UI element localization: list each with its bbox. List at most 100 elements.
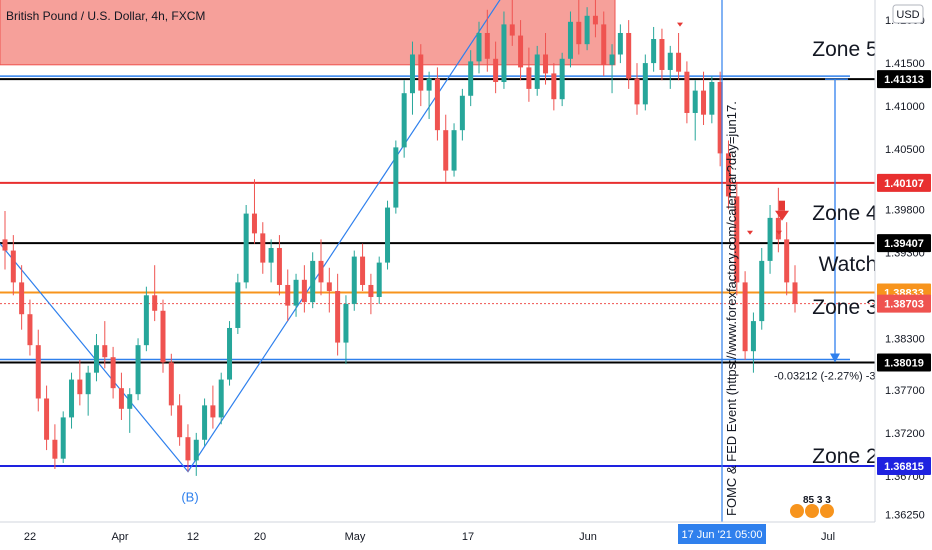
candle-body <box>19 282 25 315</box>
candle-body <box>567 21 573 59</box>
price-line-label-bg <box>877 294 931 313</box>
candle-body <box>459 95 465 131</box>
price-axis[interactable]: 1.362501.367001.372001.377001.383001.388… <box>874 0 932 522</box>
candle-body <box>750 321 756 352</box>
candle-body <box>343 303 349 343</box>
sell-signal-icon <box>677 22 683 27</box>
price-tick-label: 1.37200 <box>885 428 925 440</box>
wave-label: (B) <box>181 490 198 505</box>
measure-readout: -0.03212 (-2.27%) -32 <box>774 371 882 383</box>
candle-body <box>443 130 449 171</box>
candle-body <box>251 213 257 234</box>
candle-body <box>617 32 623 55</box>
price-tick-label: 1.41000 <box>885 101 925 113</box>
candle-body <box>60 417 66 459</box>
time-axis-ticks: 22 Apr 12 20 May 17 Jun Jul <box>24 531 835 543</box>
candle-body <box>534 54 540 89</box>
candle-body <box>268 247 274 263</box>
candle-body <box>692 90 698 113</box>
price-line-label: 1.41313 <box>884 74 924 86</box>
price-tick-label: 1.41500 <box>885 58 925 70</box>
time-axis[interactable]: 22 Apr 12 20 May 17 Jun Jul 17 Jun '21 05:00 <box>0 521 932 550</box>
candle-body <box>551 73 557 100</box>
candle-body <box>576 21 582 45</box>
candle-body <box>709 82 715 115</box>
sell-signal-icon <box>776 230 782 235</box>
candle-body <box>152 295 158 311</box>
candle-body <box>501 24 507 83</box>
candle-body <box>418 54 424 91</box>
candle-body <box>351 256 357 304</box>
price-line-label-bg <box>877 173 931 192</box>
price-line-label-bg <box>877 457 931 475</box>
candle-body <box>143 295 149 346</box>
broker-badge[interactable]: 85 3 3 <box>790 495 834 518</box>
candle-body <box>775 217 781 240</box>
candle-body <box>185 437 191 461</box>
price-line-label: 1.36815 <box>884 461 924 473</box>
candle-body <box>592 15 598 25</box>
price-line-label: 1.38019 <box>884 357 924 369</box>
horizontal-price-lines[interactable] <box>0 0 875 467</box>
candle-body <box>218 379 224 418</box>
candle-body <box>335 290 341 343</box>
badge-coin-icon <box>805 504 819 518</box>
time-tick-label: Jun <box>579 531 597 543</box>
badge-coin-icon <box>790 504 804 518</box>
zone-labels: Zone 5 Zone 4 Watch Zone 3 Zone 2 <box>812 38 878 468</box>
candle-body <box>476 32 482 62</box>
candle-body <box>742 282 748 352</box>
candle-body <box>35 345 41 399</box>
candle-body <box>285 284 291 306</box>
currency-button[interactable]: USD <box>892 4 924 24</box>
sell-signal-icon <box>747 230 753 235</box>
candle-body <box>642 63 648 105</box>
badge-text: 85 3 3 <box>803 495 831 506</box>
candle-body <box>676 52 682 72</box>
candle-body <box>368 284 374 298</box>
candle-body <box>127 394 133 409</box>
candle-body <box>77 379 83 395</box>
wave-labels: (C)(B) <box>181 490 198 505</box>
time-axis-bg <box>0 522 932 550</box>
candle-body <box>767 217 773 261</box>
zone-label: Zone 4 <box>812 202 878 225</box>
candle-body <box>293 279 299 306</box>
price-line-labels: 1.423531.413131.401071.394071.388331.387… <box>877 70 931 475</box>
price-tick-label: 1.37700 <box>885 385 925 397</box>
candle-body <box>210 405 216 418</box>
measure-tool[interactable]: -0.03212 (-2.27%) -32 <box>774 78 882 383</box>
time-tick-label: 20 <box>254 531 266 543</box>
time-cursor-label: 17 Jun '21 05:00 <box>681 529 762 541</box>
candle-body <box>792 282 798 304</box>
big-down-arrow-icon <box>779 200 785 211</box>
signal-markers <box>677 22 789 235</box>
candle-body <box>659 39 665 70</box>
candle-body <box>401 93 407 148</box>
candle-body <box>44 398 50 440</box>
time-tick-label: 12 <box>187 531 199 543</box>
candle-body <box>318 260 324 283</box>
time-tick-label: Apr <box>111 531 128 543</box>
candle-body <box>701 90 707 115</box>
candle-body <box>376 262 382 298</box>
candle-body <box>360 256 366 285</box>
candle-body <box>69 379 75 418</box>
event-note: FOMC & FED Event (https://www.forexfacto… <box>724 101 739 516</box>
candle-body <box>202 405 208 440</box>
currency-label: USD <box>896 9 919 21</box>
zone-label: Zone 2 <box>812 445 877 468</box>
candle-body <box>102 345 108 358</box>
candle-body <box>227 327 233 380</box>
candle-body <box>168 362 174 406</box>
candle-body <box>393 147 399 208</box>
price-line-label: 1.40107 <box>884 178 924 190</box>
candle-body <box>2 239 8 251</box>
candle-body <box>326 282 332 291</box>
currency-button-frame <box>892 4 924 24</box>
price-line-label-bg <box>877 70 931 89</box>
badge-coin-icon <box>820 504 834 518</box>
candle-body <box>276 247 282 285</box>
